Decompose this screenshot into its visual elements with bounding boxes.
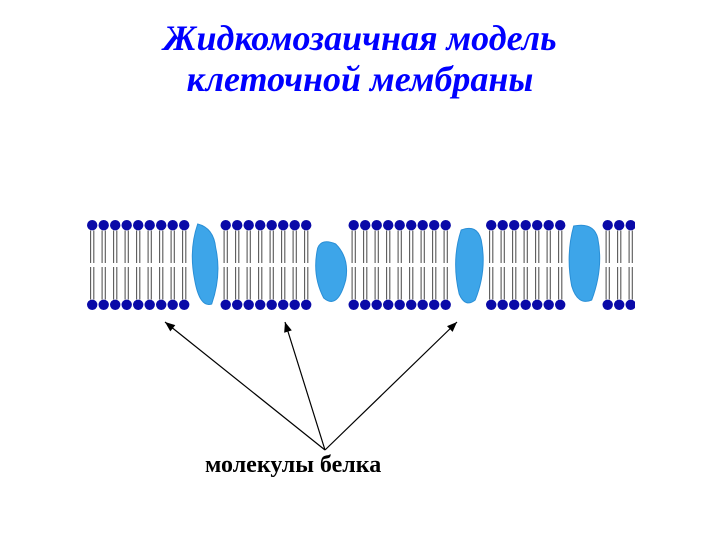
membrane-svg	[85, 220, 635, 310]
title-line-2: клеточной мембраны	[187, 59, 534, 99]
title-line-1: Жидкомозаичная модель	[163, 18, 556, 58]
page-title: Жидкомозаичная модель клеточной мембраны	[0, 0, 720, 101]
membrane-diagram	[85, 220, 635, 310]
leader-arrows	[85, 310, 635, 470]
proteins-label: молекулы белка	[205, 452, 381, 479]
arrows-svg	[85, 310, 635, 470]
